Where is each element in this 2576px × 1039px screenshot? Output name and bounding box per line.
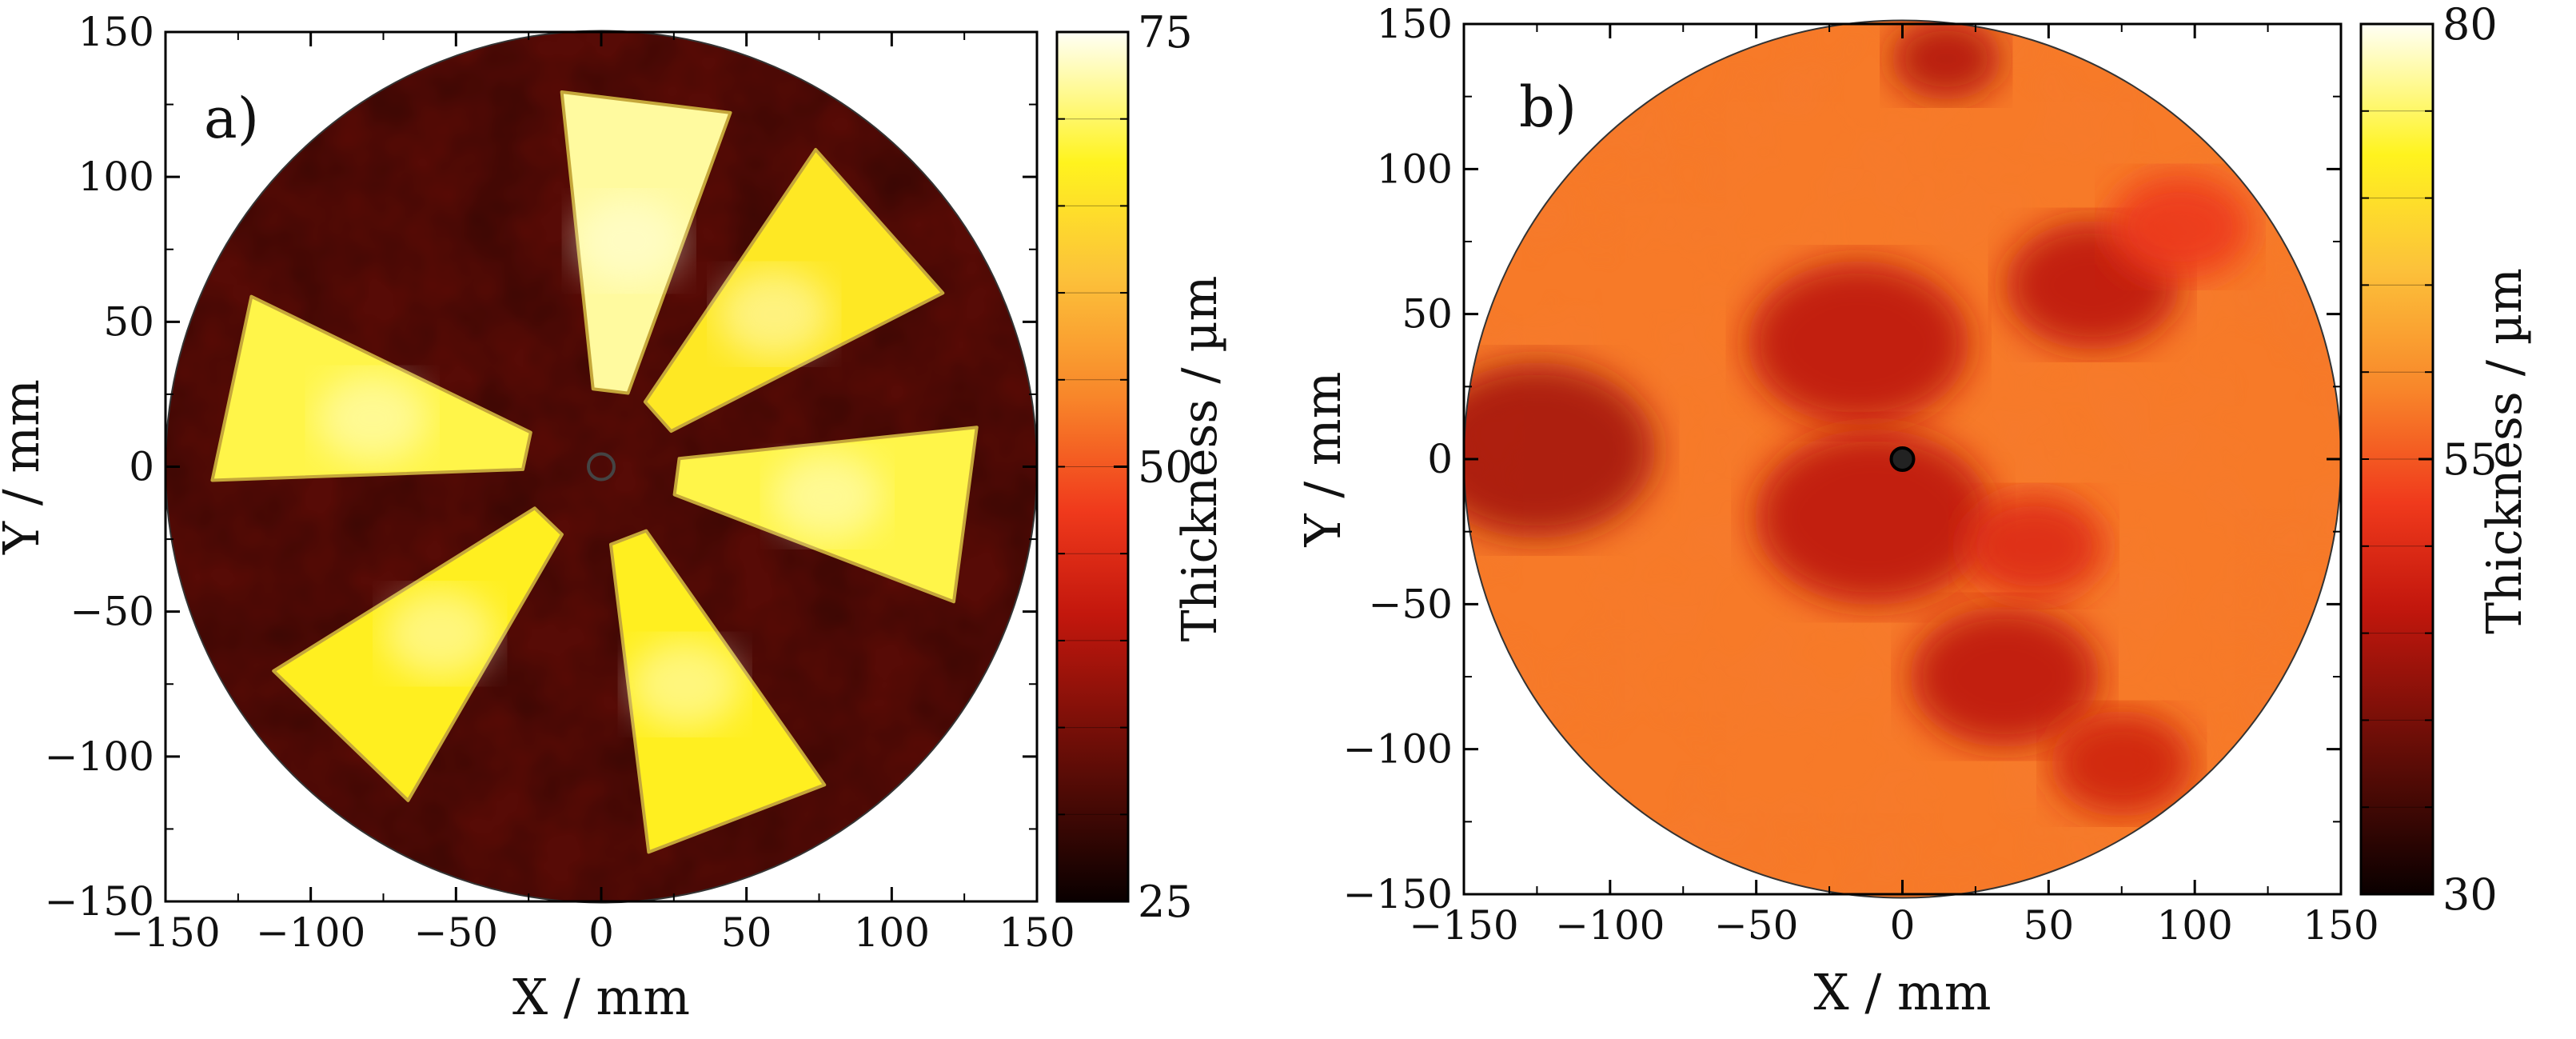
- thin-region-6: [2050, 710, 2193, 817]
- y-tick-label: −150: [45, 878, 154, 925]
- x-tick-label: −150: [1409, 902, 1518, 949]
- sector-highlight-2: [718, 270, 831, 358]
- colorbar-tick-label: 50: [1138, 442, 1193, 493]
- colorbar-title: Thickness / µm: [1172, 276, 1228, 642]
- wafer-map: [165, 30, 1037, 903]
- y-tick-label: 50: [1402, 291, 1453, 338]
- y-tick-label: −100: [45, 733, 154, 780]
- thin-region-9: [2109, 174, 2251, 280]
- y-tick-label: −50: [1368, 581, 1453, 627]
- panel-b: −150 −100 −50 0 50 100 150 −150 −100 −50 0 50 100 150…: [1294, 0, 2533, 1021]
- sector-highlight-6: [316, 374, 429, 462]
- x-tick-label: −150: [110, 909, 220, 956]
- y-tick-label: 50: [103, 298, 154, 345]
- colorbar-tick-label: 30: [2442, 869, 2498, 920]
- x-tick-label: −100: [1555, 902, 1665, 949]
- y-tick-label: 150: [1377, 1, 1453, 47]
- y-tick-label: 100: [1377, 146, 1453, 192]
- y-axis-title: Y / mm: [1294, 372, 1352, 548]
- x-tick-label: −50: [414, 909, 499, 956]
- x-tick-label: 0: [1890, 902, 1916, 949]
- y-tick-label: 150: [78, 9, 154, 55]
- x-tick-label: 0: [588, 909, 614, 956]
- y-axis-title: Y / mm: [0, 379, 50, 555]
- x-tick-label: 50: [2024, 902, 2075, 949]
- sector-highlight-4: [628, 640, 741, 729]
- panel-label: a): [204, 86, 259, 151]
- x-tick-label: 150: [999, 909, 1075, 956]
- colorbar-tick-label: 55: [2442, 434, 2498, 485]
- center-mark: [587, 452, 616, 482]
- y-tick-label: −150: [1343, 871, 1453, 917]
- x-tick-label: 100: [2156, 902, 2232, 949]
- x-tick-label: 50: [721, 909, 772, 956]
- thin-region-8: [1963, 493, 2105, 599]
- colorbar-tick-label: 75: [1138, 7, 1193, 58]
- sector-highlight-1: [572, 197, 685, 286]
- wafer-map: [1464, 20, 2341, 898]
- x-axis-title: X / mm: [512, 968, 690, 1026]
- thin-region-7: [1891, 20, 2002, 100]
- y-tick-label: 100: [78, 154, 154, 200]
- thin-region-5: [1910, 606, 2099, 747]
- y-tick-label: −100: [1343, 726, 1453, 773]
- x-axis-title: X / mm: [1813, 963, 1991, 1021]
- y-tick-label: −50: [70, 589, 154, 635]
- colorbar-tick-label: 25: [1138, 877, 1193, 927]
- thin-region-3: [1754, 429, 1992, 605]
- sector-highlight-3: [771, 452, 883, 541]
- colorbar-tick-label: 80: [2442, 0, 2498, 50]
- thin-region-1: [1464, 362, 1656, 538]
- x-tick-label: −50: [1714, 902, 1799, 949]
- x-tick-label: −100: [256, 909, 365, 956]
- x-tick-label: 150: [2303, 902, 2379, 949]
- sector-highlight-5: [384, 589, 496, 678]
- thin-region-2: [1748, 261, 1969, 426]
- y-tick-label: 0: [1427, 436, 1453, 482]
- panel-a: −150 −100 −50 0 50 100 150 −150 −100 −50 0 50 100 150…: [0, 7, 1228, 1026]
- center-mark: [1889, 446, 1916, 472]
- y-tick-label: 0: [129, 444, 154, 490]
- panel-label: b): [1519, 74, 1577, 140]
- x-tick-label: 100: [854, 909, 930, 956]
- colorbar-title: Thickness / µm: [2477, 268, 2533, 634]
